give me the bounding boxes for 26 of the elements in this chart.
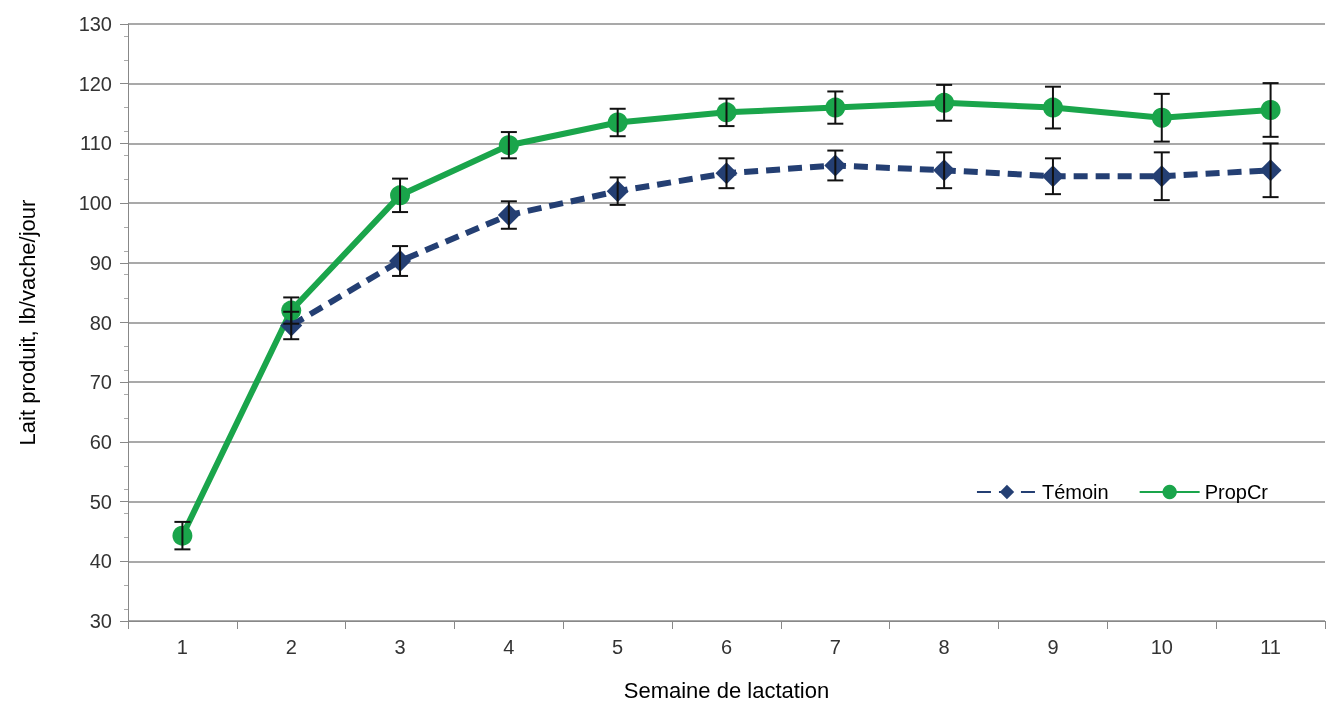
x-tick-label: 5 <box>612 636 624 658</box>
x-tick-label: 7 <box>829 636 841 658</box>
y-tick-label: 110 <box>80 132 112 155</box>
x-tick-label: 1 <box>176 636 188 658</box>
legend-label: Témoin <box>1041 481 1109 503</box>
y-tick-label: 50 <box>89 490 112 513</box>
y-tick-label: 60 <box>89 430 112 453</box>
y-tick-label: 30 <box>89 610 112 632</box>
y-tick-label: 80 <box>89 311 112 334</box>
y-tick-label: 40 <box>89 550 112 573</box>
x-tick-label: 2 <box>285 636 297 658</box>
x-tick-label: 6 <box>720 636 733 658</box>
y-tick-label: 100 <box>78 192 112 215</box>
y-tick-label: 120 <box>78 72 112 95</box>
y-tick-label: 70 <box>89 371 112 394</box>
x-tick-label: 11 <box>1260 636 1281 658</box>
x-tick-label: 8 <box>938 636 950 658</box>
x-tick-label: 10 <box>1150 636 1173 658</box>
x-tick-label: 4 <box>503 636 515 658</box>
x-axis-title: Semaine de lactation <box>623 677 830 703</box>
y-tick-label: 90 <box>89 251 112 274</box>
legend-label: PropCr <box>1204 481 1269 503</box>
y-axis-title: Lait produit, lb/vache/jour <box>14 199 40 446</box>
x-tick-label: 3 <box>394 636 406 658</box>
x-tick-label: 9 <box>1047 636 1059 658</box>
y-tick-label: 130 <box>78 13 112 35</box>
